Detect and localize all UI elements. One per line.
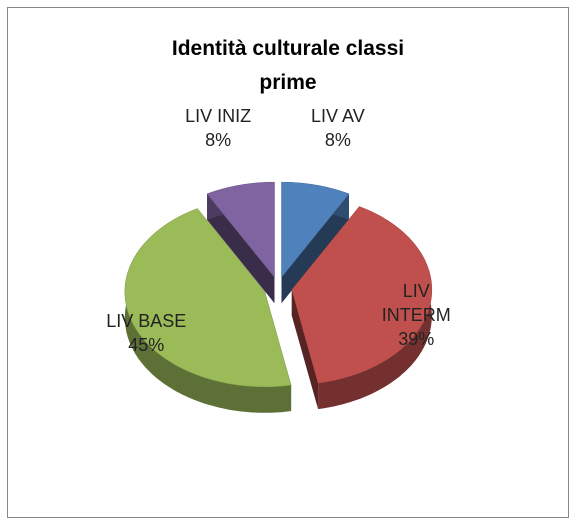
data-label: LIV INTERM 39% xyxy=(370,279,462,351)
slice xyxy=(281,181,350,278)
data-label-value: 8% xyxy=(324,130,351,151)
data-label-value: 8% xyxy=(205,130,232,151)
data-label: LIV AV 8% xyxy=(292,104,384,152)
data-label-category: LIV AV xyxy=(311,106,365,127)
data-label-category: LIV INIZ xyxy=(185,106,252,127)
data-label-category: LIV BASE xyxy=(106,310,187,331)
data-label: LIV BASE 45% xyxy=(100,309,192,357)
chart-title: Identità culturale classi prime xyxy=(171,37,405,94)
slice xyxy=(124,208,292,388)
slice-side xyxy=(291,289,319,410)
data-label-value: 39% xyxy=(398,329,435,350)
slice-wall xyxy=(124,208,292,413)
data-label-category: LIV INTERM xyxy=(381,281,451,326)
slice xyxy=(206,181,275,278)
data-label-value: 45% xyxy=(128,334,165,355)
slice-side xyxy=(281,193,349,304)
slice xyxy=(291,206,433,384)
slice-side xyxy=(207,193,275,304)
data-label: LIV INIZ 8% xyxy=(172,104,264,152)
